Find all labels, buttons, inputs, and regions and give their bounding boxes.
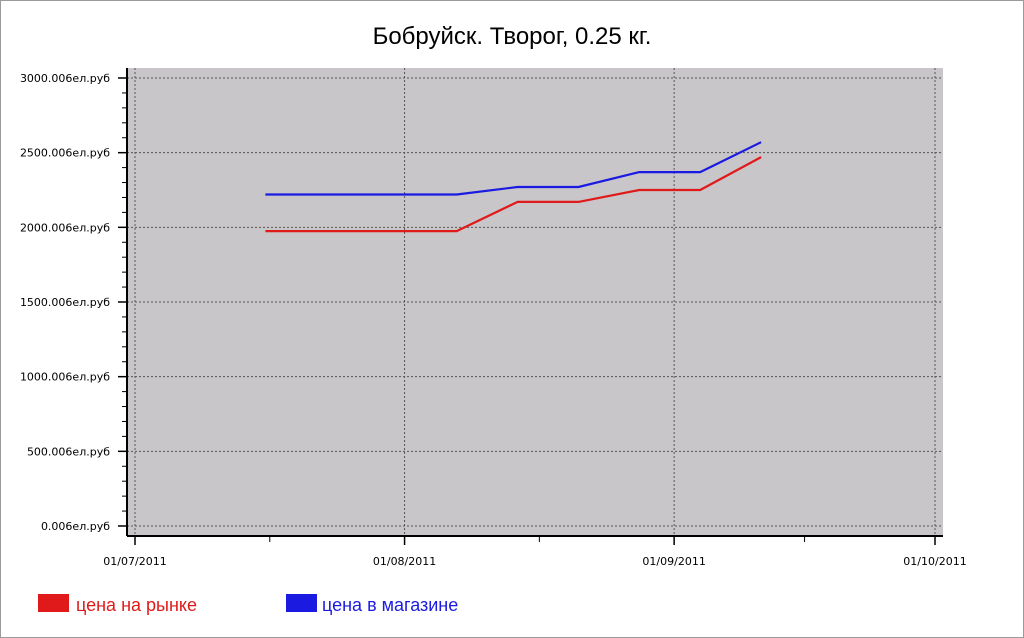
legend-swatch [286,594,317,612]
y-tick-label: 2500.006ел.руб [20,147,110,160]
series-line [265,141,762,196]
y-tick-label: 1000.006ел.руб [20,371,110,384]
axes: 0.006ел.руб 500.006ел.руб 1000.006ел.руб 15… [20,68,967,568]
x-tick-label: 01/08/2011 [373,555,436,568]
y-tick-label: 500.006ел.руб [27,445,110,458]
x-tick-label: 01/10/2011 [903,555,966,568]
x-tick-label: 01/07/2011 [103,555,166,568]
x-tick-label: 01/09/2011 [642,555,705,568]
legend-swatch [38,594,69,612]
chart-title: Бобруйск. Творог, 0.25 кг. [373,23,652,50]
grid-lines [127,68,943,536]
series-lines [265,141,762,233]
y-tick-label: 2000.006ел.руб [20,221,110,234]
legend: цена на рынке цена в магазине [38,594,458,615]
series-line [265,156,762,233]
legend-label: цена в магазине [322,595,458,615]
y-tick-label: 1500.006ел.руб [20,296,110,309]
y-tick-label: 3000.006ел.руб [20,72,110,85]
legend-label: цена на рынке [76,595,197,615]
y-tick-label: 0.006ел.руб [41,520,110,533]
